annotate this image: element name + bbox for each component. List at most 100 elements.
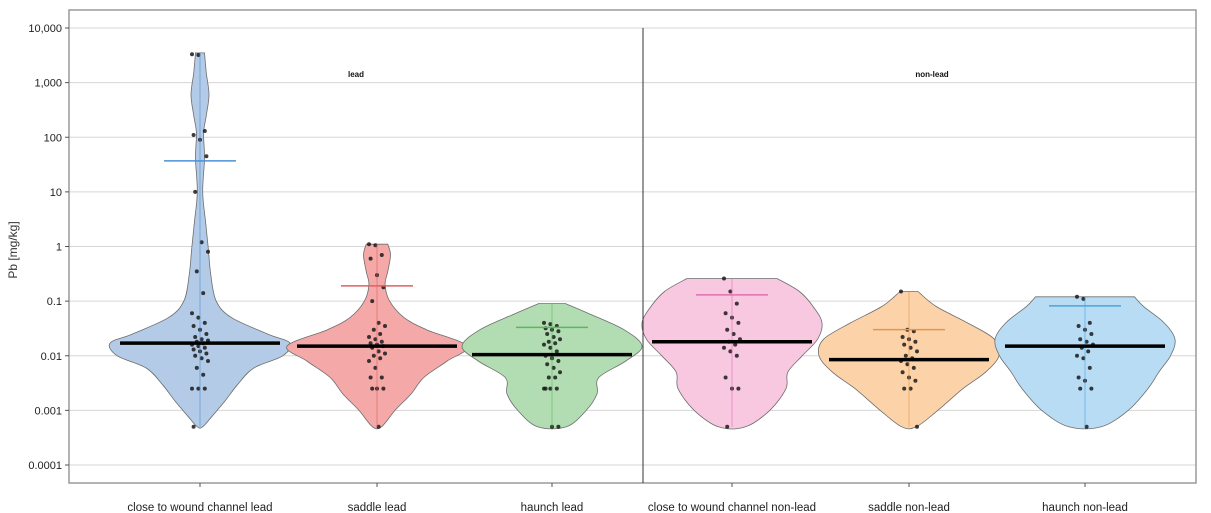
data-point <box>199 356 204 361</box>
data-point <box>558 370 562 375</box>
data-point <box>902 342 907 347</box>
data-point <box>733 342 738 347</box>
data-point <box>202 129 207 133</box>
data-point <box>911 365 916 370</box>
data-point <box>368 341 373 346</box>
data-point <box>554 349 559 354</box>
x-tick-label: saddle lead <box>348 502 407 513</box>
data-point <box>915 424 919 429</box>
data-point <box>1078 386 1083 391</box>
axis-labels: 10,000 1,000 100 10 1 0.1 0.01 0.001 0.0001 lead n… <box>28 23 1128 513</box>
data-point <box>1087 320 1092 325</box>
data-point <box>204 154 209 159</box>
data-point <box>731 332 736 336</box>
data-point <box>548 386 553 391</box>
data-point <box>548 322 553 327</box>
y-tick-label: 0.0001 <box>28 460 62 472</box>
data-point <box>903 353 908 358</box>
x-tick-label: haunch lead <box>521 502 584 513</box>
data-point <box>196 53 201 57</box>
data-point <box>1075 294 1079 299</box>
data-point <box>191 324 196 328</box>
data-point <box>1084 339 1089 344</box>
data-point <box>913 339 918 344</box>
data-point <box>191 347 196 352</box>
x-tick-label: saddle non-lead <box>868 502 950 513</box>
y-tick-label: 0.001 <box>34 405 62 417</box>
panel-label-lead: lead <box>348 70 364 79</box>
data-point <box>723 311 728 316</box>
data-point <box>1075 353 1079 358</box>
data-point <box>542 342 546 347</box>
data-point <box>376 424 381 429</box>
data-point <box>196 315 201 320</box>
data-point <box>902 386 907 391</box>
data-point <box>553 341 558 346</box>
data-point <box>900 335 905 339</box>
data-point <box>190 311 194 316</box>
data-point <box>378 356 383 361</box>
data-point <box>913 378 918 383</box>
violins <box>108 52 1176 430</box>
data-point <box>371 353 376 358</box>
data-point <box>373 337 378 342</box>
data-point <box>204 332 209 336</box>
data-point <box>373 243 378 248</box>
data-point <box>734 353 739 358</box>
data-point <box>190 386 194 391</box>
data-point <box>379 375 384 380</box>
data-point <box>905 362 910 367</box>
data-point <box>1084 424 1089 429</box>
data-point <box>722 345 726 350</box>
data-point <box>196 344 201 349</box>
data-point <box>556 329 561 334</box>
data-point <box>728 289 733 294</box>
data-point <box>199 337 204 342</box>
data-point <box>371 327 376 332</box>
data-point <box>900 370 905 375</box>
data-point <box>379 253 384 257</box>
data-point <box>383 351 387 356</box>
data-point <box>194 365 199 370</box>
data-point <box>908 386 913 391</box>
data-point <box>1087 365 1092 370</box>
data-point <box>381 386 386 391</box>
data-point <box>915 349 919 354</box>
y-tick-label: 0.01 <box>41 351 62 363</box>
data-point <box>556 359 561 363</box>
data-point <box>542 320 546 325</box>
data-point <box>1081 356 1086 361</box>
grid-lines <box>69 27 1196 466</box>
data-point <box>551 335 556 339</box>
y-tick-label: 1 <box>56 242 62 254</box>
summary-lines <box>120 52 1165 427</box>
data-point <box>368 256 373 261</box>
y-axis-title: Pb [mg/kg] <box>6 221 20 278</box>
data-point <box>723 375 728 380</box>
data-point <box>1081 296 1086 301</box>
data-point <box>1076 375 1081 380</box>
data-point <box>908 345 913 350</box>
data-point <box>556 424 561 429</box>
data-point <box>551 365 556 370</box>
data-point <box>370 386 375 391</box>
data-point <box>202 345 207 350</box>
data-point <box>734 301 739 306</box>
data-point <box>736 320 741 325</box>
data-point <box>367 242 371 247</box>
data-point <box>202 386 207 391</box>
y-tick-label: 10,000 <box>28 23 62 35</box>
data-point <box>1089 386 1094 391</box>
x-tick-label: haunch non-lead <box>1042 502 1128 513</box>
y-tick-label: 1,000 <box>34 78 62 90</box>
data-point <box>736 386 741 391</box>
data-point <box>376 320 381 325</box>
data-point <box>1076 324 1081 328</box>
data-point <box>545 332 550 336</box>
data-point <box>548 345 553 350</box>
data-point <box>899 289 903 294</box>
data-point <box>201 291 206 296</box>
data-point <box>1086 349 1091 354</box>
data-point <box>546 375 551 380</box>
